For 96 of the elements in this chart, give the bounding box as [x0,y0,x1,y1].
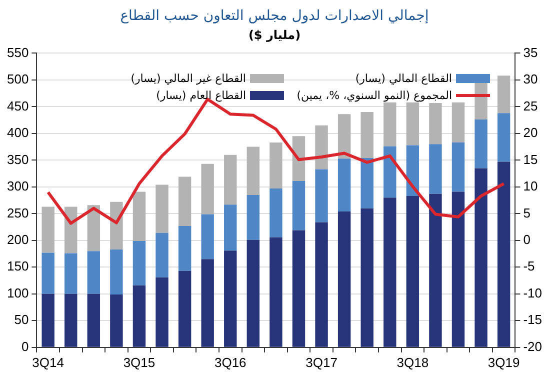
bar [42,206,54,253]
bar [224,204,237,251]
bar [246,194,260,240]
bar [270,188,282,238]
bar [452,192,465,347]
bar [384,102,396,146]
bar [384,146,396,198]
y-tick-label: 0 [21,338,29,354]
y-tick-label: 400 [6,125,29,140]
chart-subtitle: ($ مليار) [248,28,301,42]
bar [497,76,510,114]
bar [292,230,306,347]
bar [497,162,510,347]
legend-label: القطاع العام (يسار) [156,89,246,102]
bar [406,102,420,146]
y-tick-label: 150 [6,258,29,274]
bar [87,294,100,347]
y2-tick-label: -20 [523,338,542,354]
y2-tick-label: 35 [523,44,538,60]
y-tick-label: 100 [6,285,29,300]
bar [178,176,192,226]
bar [64,294,78,347]
bar [156,184,168,233]
x-tick-label: 3Q19 [488,354,520,370]
x-tick-label: 3Q16 [214,354,246,370]
bar [246,146,260,195]
bar [132,285,146,347]
bar [224,154,237,205]
y-tick-label: 300 [6,178,29,194]
y2-tick-label: 25 [523,98,538,114]
y2-tick-label: -15 [523,312,542,328]
bar [338,158,351,212]
legend-label: المجموع (النمو السنوي، %، يمين) [296,89,452,102]
y-tick-label: 450 [6,98,29,114]
bar [132,240,146,286]
bar [201,259,214,347]
bar [64,206,78,254]
y2-tick-label: 10 [523,178,538,194]
bar [178,270,192,347]
x-tick-label: 3Q18 [396,354,429,370]
bar [42,294,54,347]
y-tick-label: 350 [6,152,29,167]
x-tick-label: 3Q15 [123,354,156,370]
bar [338,114,351,159]
chart-title: إجمالي الاصدارات لدول مجلس التعاون حسب القطاع [120,8,429,24]
legend-label: القطاع المالي (يسار) [355,72,452,85]
bar [201,164,214,214]
bar [315,125,328,170]
bar [132,192,146,241]
bar [64,253,78,294]
bar [87,205,100,252]
y2-tick-label: 0 [523,232,530,247]
bar [452,102,465,143]
bar [360,112,374,158]
y2-tick-label: -5 [523,258,535,274]
y-tick-label: 500 [6,72,29,87]
bar [224,250,237,347]
legend-label: القطاع غير المالي (يسار) [130,72,246,85]
y-tick-label: 550 [6,44,29,60]
bar [497,113,510,162]
x-tick-label: 3Q17 [306,354,338,370]
bar [42,252,54,294]
bar [292,136,306,182]
y2-tick-label: -10 [523,285,542,300]
bar [246,240,260,347]
bar [474,120,488,168]
y-tick-label: 250 [6,205,29,220]
bar [110,250,123,294]
bar [292,181,306,230]
bar [315,222,328,347]
y2-tick-label: 5 [523,205,530,220]
bar [315,169,328,222]
bar [429,194,442,347]
bar [360,208,374,347]
y-tick-label: 50 [14,312,29,328]
bar [338,212,351,347]
bar [110,294,123,347]
bar [178,226,192,271]
bar [201,214,214,260]
bar [270,142,282,189]
bar [429,144,442,194]
bar [156,232,168,278]
bar [406,196,420,347]
bar [156,277,168,347]
bar [452,142,465,192]
bar [474,168,488,347]
bar [360,158,374,208]
y2-tick-label: 20 [523,125,538,140]
bar [384,198,396,347]
bar [270,237,282,347]
bar [87,251,100,294]
bar [429,102,442,144]
y2-tick-label: 15 [523,152,538,167]
y2-tick-label: 30 [523,72,538,87]
x-tick-label: 3Q14 [32,354,64,370]
y-tick-label: 200 [6,232,29,247]
